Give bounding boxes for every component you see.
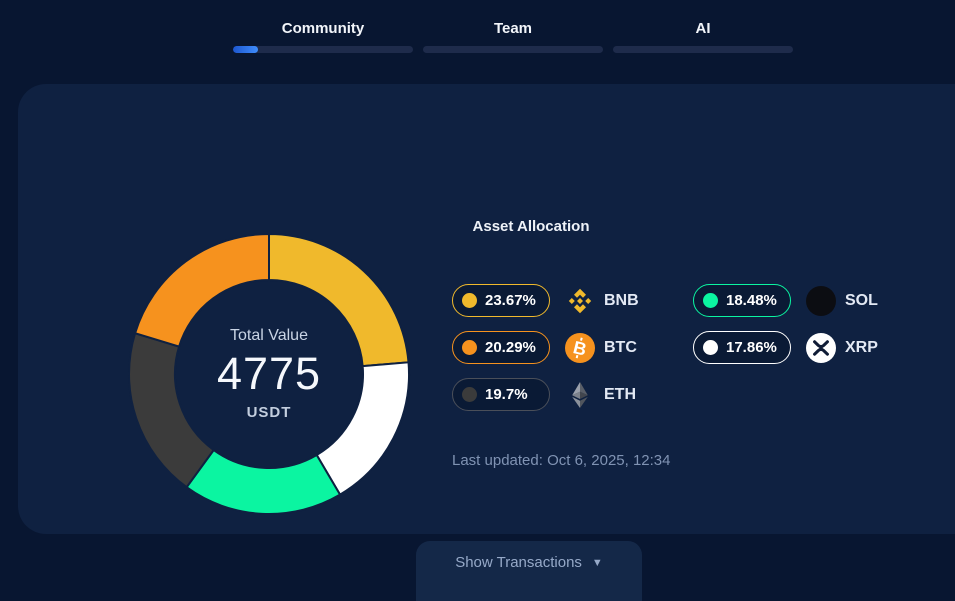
legend-item-xrp: 17.86% XRP [693,331,878,364]
show-transactions-label: Show Transactions [455,554,582,571]
coin-ticker: BNB [604,291,639,309]
tab-progress-track [613,46,793,53]
chevron-down-icon: ▼ [591,557,603,569]
sol-coin-icon [806,285,836,316]
donut-slice-xrp[interactable] [315,361,410,497]
show-transactions-button[interactable]: Show Transactions ▼ [416,541,642,601]
eth-coin-icon [572,381,588,408]
tab-ai[interactable]: AI [613,20,793,53]
tab-team[interactable]: Team [423,20,603,53]
coin-ticker: XRP [845,338,878,356]
legend-percent: 23.67% [485,292,536,309]
donut-slice-bnb[interactable] [268,232,410,368]
donut-svg[interactable] [127,232,411,516]
legend-pill-xrp[interactable]: 17.86% [693,331,791,364]
legend-pill-eth[interactable]: 19.7% [452,378,550,411]
last-updated-text: Last updated: Oct 6, 2025, 12:34 [452,452,671,469]
legend-pill-btc[interactable]: 20.29% [452,331,550,364]
legend-color-dot [462,340,477,355]
legend-column-right: 18.48% SOL 17.86% XRP [693,284,878,364]
coin-ticker: ETH [604,385,636,403]
coin-ticker: BTC [604,338,637,356]
xrp-coin-icon [806,332,836,363]
legend-color-dot [462,387,477,402]
legend-column-left: 23.67% BNB 20.29% B BTC 19.7% ETH [452,284,639,411]
coin-ticker: SOL [845,291,878,309]
legend-item-bnb: 23.67% BNB [452,284,639,317]
allocation-donut-chart: Total Value 4775 USDT [127,232,411,516]
tab-bar: Community Team AI [233,20,793,53]
asset-allocation-card: Asset Allocation Total Value 4775 USDT 2… [18,84,955,601]
legend-item-sol: 18.48% SOL [693,284,878,317]
tab-label: Community [281,20,365,37]
donut-slice-btc[interactable] [133,232,270,348]
tab-community[interactable]: Community [233,20,413,53]
legend-pill-sol[interactable]: 18.48% [693,284,791,317]
legend-item-btc: 20.29% B BTC [452,331,639,364]
tab-progress-track [233,46,413,53]
legend-percent: 18.48% [726,292,777,309]
svg-text:B: B [571,337,588,360]
donut-slice-sol[interactable] [185,448,342,515]
legend-color-dot [703,293,718,308]
legend-color-dot [703,340,718,355]
legend-pill-bnb[interactable]: 23.67% [452,284,550,317]
tab-progress-fill [233,46,259,53]
tab-label: AI [695,20,711,37]
tab-progress-track [423,46,603,53]
legend-percent: 19.7% [485,386,528,403]
asset-allocation-title: Asset Allocation [472,218,590,236]
donut-slice-eth[interactable] [128,331,216,489]
legend-percent: 17.86% [726,339,777,356]
legend-color-dot [462,293,477,308]
bnb-coin-icon [568,288,592,313]
btc-coin-icon: B [565,332,595,363]
legend-item-eth: 19.7% ETH [452,378,639,411]
legend-percent: 20.29% [485,339,536,356]
tab-label: Team [493,20,533,37]
